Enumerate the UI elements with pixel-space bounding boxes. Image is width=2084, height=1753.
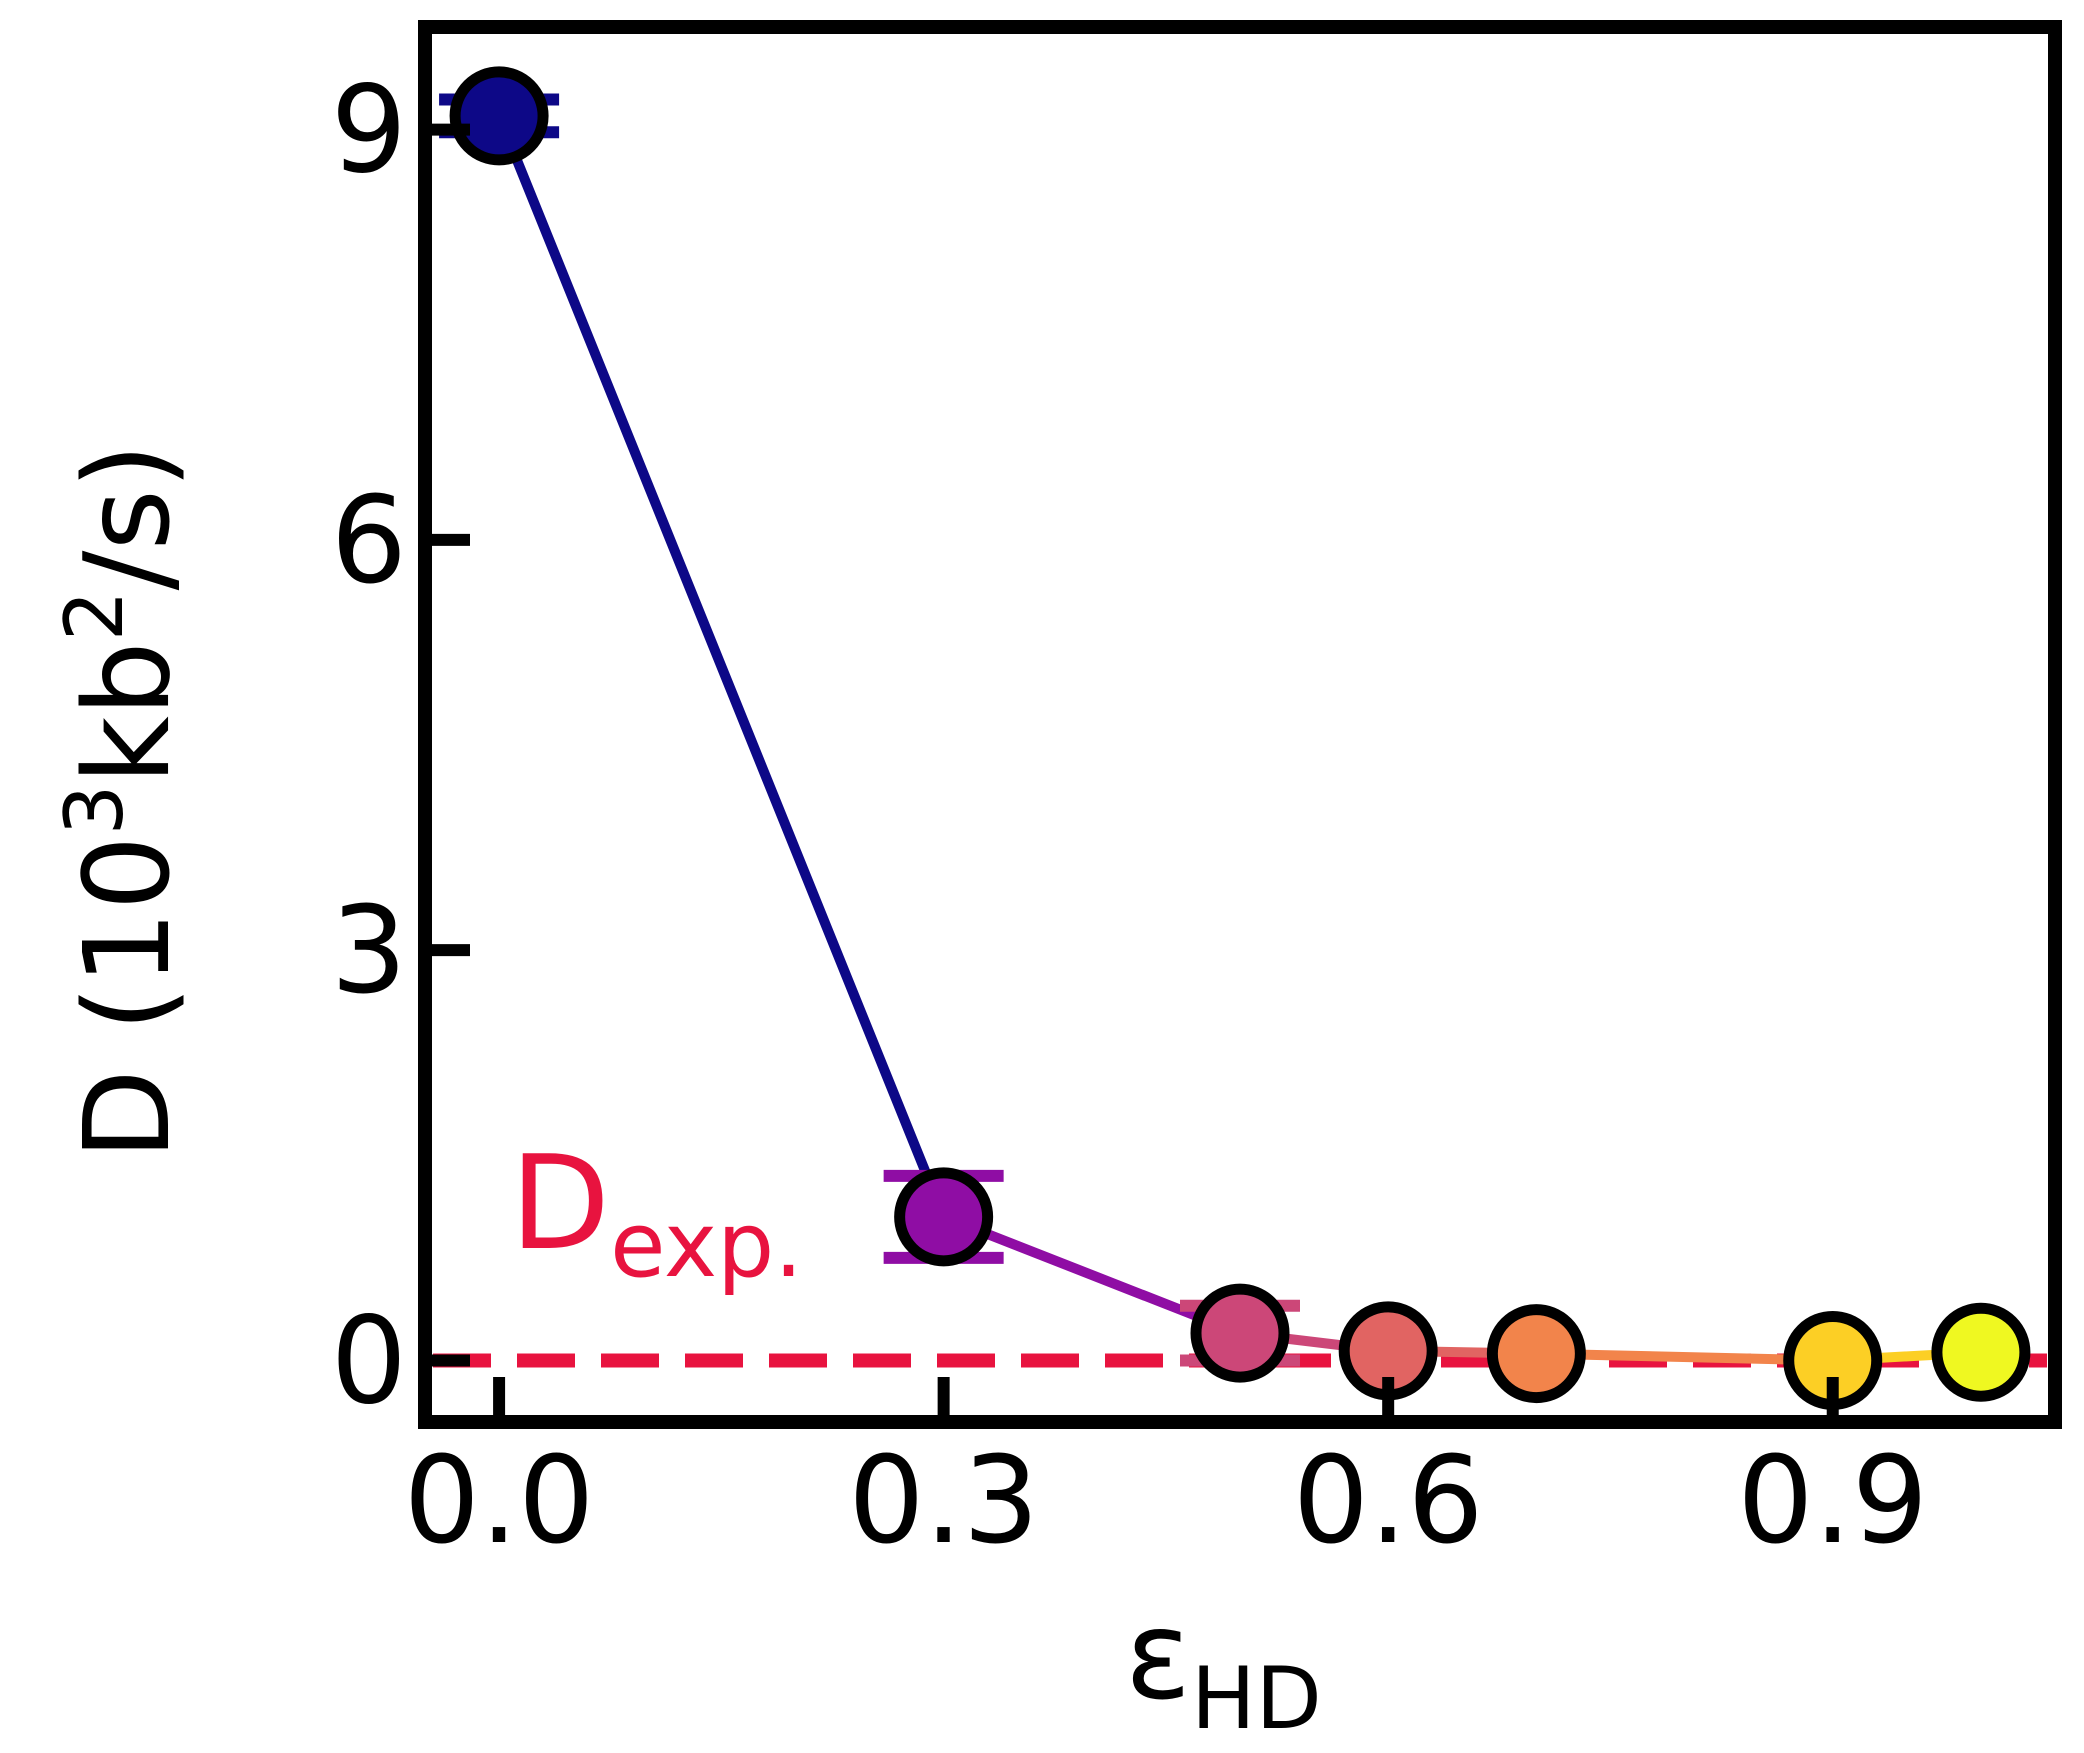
x-tick-label: 0.3	[848, 1432, 1039, 1571]
plot-frame	[418, 20, 2062, 1429]
y-axis-label: D (103kb2/s)	[48, 443, 197, 1160]
series-segment	[494, 110, 949, 1222]
x-axis-label-sub: HD	[1191, 1649, 1322, 1749]
plot-area	[433, 66, 2047, 1410]
data-point	[1486, 1304, 1586, 1404]
y-tick-label: 3	[331, 882, 407, 1021]
axis-ticks: 0.0 0.3 0.6 0.9 0 3 6 9	[331, 62, 1929, 1571]
y-tick-label: 9	[331, 62, 407, 201]
x-tick-label: 0.6	[1293, 1432, 1484, 1571]
data-point	[894, 1167, 994, 1267]
y-tick-label: 0	[331, 1292, 407, 1431]
y-axis-label-sup-2: 2	[48, 590, 141, 641]
x-tick-label: 0.9	[1737, 1432, 1928, 1571]
series-segment	[938, 1211, 1245, 1339]
data-point	[449, 66, 549, 166]
reference-line-label: Dexp.	[510, 1127, 803, 1298]
data-point	[1190, 1283, 1290, 1383]
data-point	[1931, 1302, 2031, 1402]
x-axis-label: εHD	[1125, 1585, 1322, 1749]
y-axis-label-sup-1: 3	[48, 785, 141, 836]
y-tick-label: 6	[331, 472, 407, 611]
x-tick-label: 0.0	[404, 1432, 595, 1571]
reference-line-label-sub: exp.	[610, 1193, 803, 1298]
